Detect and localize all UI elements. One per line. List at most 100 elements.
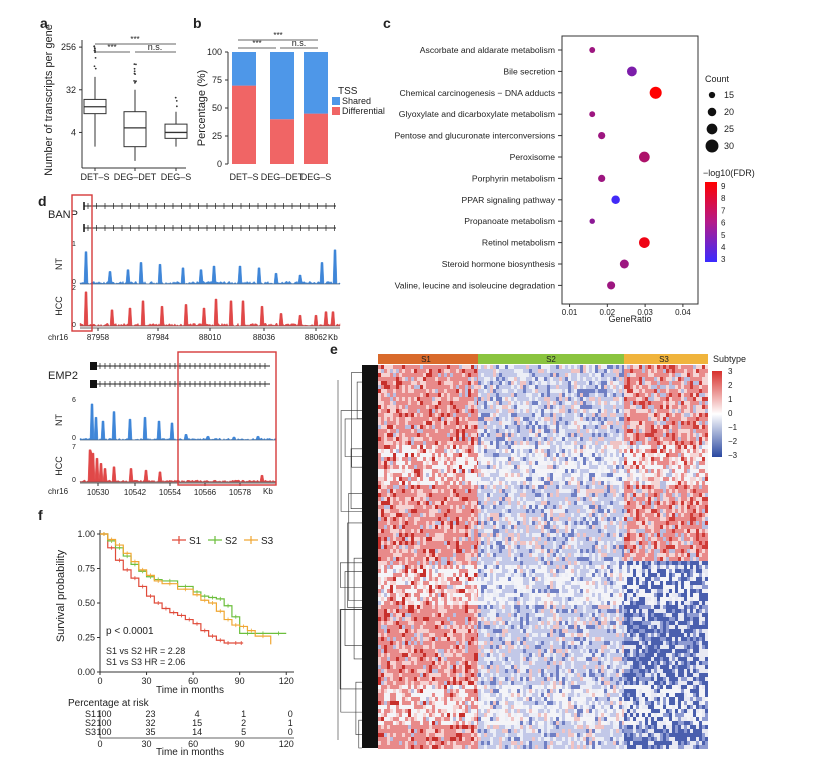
heatmap-cell [387,489,390,493]
heatmap-cell [586,445,589,449]
heatmap-cell [672,409,675,413]
heatmap-cell [435,517,438,521]
heatmap-cell [432,489,435,493]
heatmap-cell [702,393,705,397]
heatmap-cell [583,525,586,529]
heatmap-cell [517,425,520,429]
genome-tick-label: 87984 [147,333,170,342]
heatmap-cell [568,521,571,525]
heatmap-cell [657,489,660,493]
heatmap-cell [462,505,465,509]
heatmap-cell [520,437,523,441]
heatmap-cell [390,493,393,497]
heatmap-cell [484,505,487,509]
heatmap-cell [550,485,553,489]
heatmap-cell [547,405,550,409]
heatmap-cell [577,509,580,513]
heatmap-cell [499,429,502,433]
heatmap-cell [610,473,613,477]
heatmap-cell [417,385,420,389]
heatmap-cell [568,409,571,413]
heatmap-cell [675,413,678,417]
heatmap-cell [471,425,474,429]
heatmap-cell [526,485,529,489]
heatmap-cell [399,437,402,441]
heatmap-cell [444,425,447,429]
heatmap-cell [556,373,559,377]
heatmap-cell [610,409,613,413]
heatmap-cell [423,409,426,413]
heatmap-cell [538,369,541,373]
heatmap-cell [687,469,690,473]
heatmap-cell [684,373,687,377]
heatmap-cell [616,469,619,473]
heatmap-cell [666,437,669,441]
heatmap-cell [517,401,520,405]
heatmap-cell [420,413,423,417]
heatmap-cell [523,497,526,501]
heatmap-cell [393,497,396,501]
heatmap-cell [574,417,577,421]
heatmap-cell [414,509,417,513]
heatmap-cell [535,497,538,501]
heatmap-cell [408,453,411,457]
heatmap-cell [636,497,639,501]
heatmap-cell [693,485,696,489]
heatmap-cell [663,377,666,381]
heatmap-cell [493,437,496,441]
heatmap-cell [565,437,568,441]
heatmap-cell [595,485,598,489]
heatmap-cell [514,473,517,477]
heatmap-cell [604,485,607,489]
a-outlier [175,105,178,108]
heatmap-cell [705,473,708,477]
heatmap-cell [387,401,390,405]
heatmap-cell [627,393,630,397]
heatmap-cell [529,457,532,461]
heatmap-cell [468,529,471,533]
heatmap-cell [462,421,465,425]
heatmap-cell [444,429,447,433]
heatmap-cell [583,489,586,493]
emp2-hcc-label: HCC [54,456,64,476]
heatmap-cell [636,409,639,413]
heatmap-cell [478,425,481,429]
heatmap-cell [681,513,684,517]
heatmap-cell [517,505,520,509]
heatmap-cell [411,417,414,421]
heatmap-cell [468,461,471,465]
heatmap-cell [672,501,675,505]
heatmap-cell [474,485,477,489]
heatmap-cell [402,457,405,461]
heatmap-cell [474,433,477,437]
heatmap-cell [702,465,705,469]
heatmap-cell [481,481,484,485]
heatmap-cell [568,445,571,449]
heatmap-cell [474,501,477,505]
heatmap-cell [559,385,562,389]
heatmap-cell [399,421,402,425]
heatmap-cell [535,473,538,477]
heatmap-cell [508,401,511,405]
heatmap-cell [423,441,426,445]
heatmap-cell [384,417,387,421]
heatmap-cell [435,409,438,413]
heatmap-cell [624,445,627,449]
heatmap-cell [622,373,625,377]
dendrogram-branch [340,410,362,512]
heatmap-cell [633,509,636,513]
heatmap-cell [553,525,556,529]
heatmap-cell [471,445,474,449]
c-term-label: Valine, leucine and isoleucine degradati… [395,280,556,290]
heatmap-cell [651,501,654,505]
heatmap-cell [610,365,613,369]
heatmap-cell [441,489,444,493]
heatmap-cell [474,421,477,425]
heatmap-cell [453,369,456,373]
heatmap-cell [384,461,387,465]
heatmap-cell [381,377,384,381]
heatmap-cell [423,385,426,389]
heatmap-cell [601,381,604,385]
panel-a-boxes [83,45,188,161]
heatmap-cell [604,441,607,445]
